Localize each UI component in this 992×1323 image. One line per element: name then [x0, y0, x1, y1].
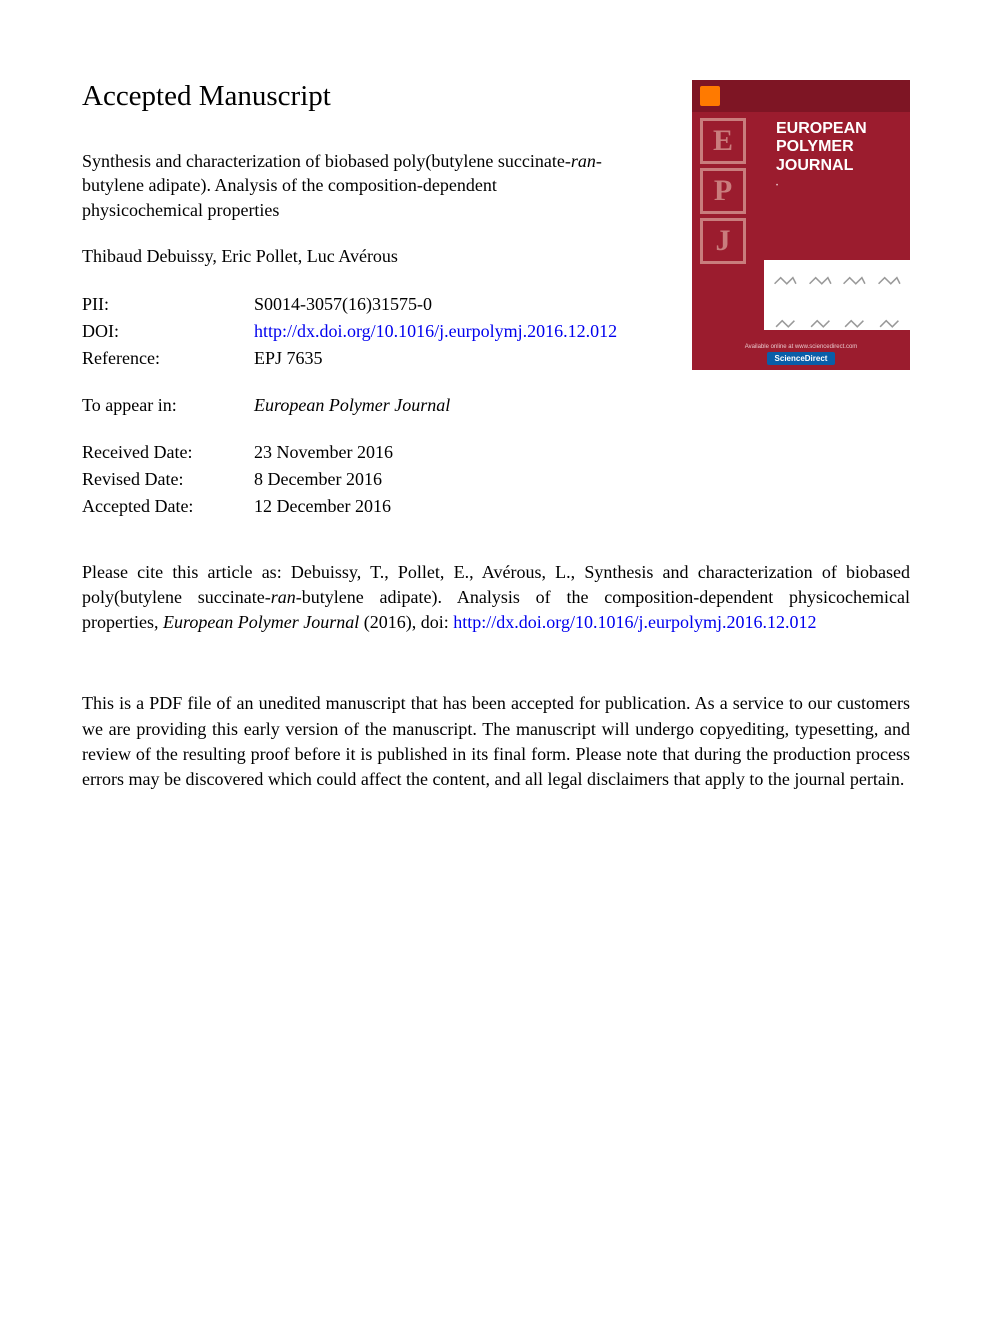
elsevier-icon: [700, 86, 720, 106]
meta-row-pii: PII: S0014-3057(16)31575-0: [82, 291, 660, 318]
cover-subtitle: •: [776, 183, 900, 190]
accepted-value: 12 December 2016: [254, 493, 660, 520]
meta-block-3: Received Date: 23 November 2016 Revised …: [82, 439, 660, 520]
reference-label: Reference:: [82, 345, 254, 372]
cover-mid: E P J EUROPEAN POLYMER JOURNAL •: [692, 112, 910, 268]
received-label: Received Date:: [82, 439, 254, 466]
cover-journal-text: EUROPEAN POLYMER JOURNAL: [776, 120, 867, 174]
citation-doi-link[interactable]: http://dx.doi.org/10.1016/j.eurpolymj.20…: [453, 612, 816, 632]
page-title: Accepted Manuscript: [82, 80, 660, 113]
molecule-icon: [874, 266, 905, 302]
meta-row-received: Received Date: 23 November 2016: [82, 439, 660, 466]
revised-value: 8 December 2016: [254, 466, 660, 493]
molecule-icon: [770, 266, 801, 302]
meta-row-revised: Revised Date: 8 December 2016: [82, 466, 660, 493]
authors: Thibaud Debuissy, Eric Pollet, Luc Avéro…: [82, 246, 660, 267]
journal-cover: E P J EUROPEAN POLYMER JOURNAL •: [692, 80, 910, 370]
cover-letter-j: J: [700, 218, 746, 264]
appear-value: European Polymer Journal: [254, 392, 660, 419]
cover-top-bar: [692, 80, 910, 112]
received-value: 23 November 2016: [254, 439, 660, 466]
title-ital: ran: [571, 151, 596, 171]
cover-letter-p: P: [700, 168, 746, 214]
molecule-icon: [839, 306, 870, 342]
doi-label: DOI:: [82, 318, 254, 345]
molecule-icon: [839, 266, 870, 302]
meta-block-1: PII: S0014-3057(16)31575-0 DOI: http://d…: [82, 291, 660, 372]
molecule-icon: [874, 306, 905, 342]
meta-row-accepted: Accepted Date: 12 December 2016: [82, 493, 660, 520]
pii-label: PII:: [82, 291, 254, 318]
reference-value: EPJ 7635: [254, 345, 660, 372]
cover-epj-letters: E P J: [692, 112, 770, 268]
molecule-icon: [805, 266, 836, 302]
sciencedirect-badge: ScienceDirect: [767, 352, 836, 365]
header-left: Accepted Manuscript Synthesis and charac…: [82, 80, 660, 520]
citation-journal: European Polymer Journal: [163, 612, 359, 632]
accepted-label: Accepted Date:: [82, 493, 254, 520]
citation-year: (2016), doi:: [359, 612, 453, 632]
disclaimer-paragraph: This is a PDF file of an unedited manusc…: [82, 691, 910, 792]
meta-row-doi: DOI: http://dx.doi.org/10.1016/j.eurpoly…: [82, 318, 660, 345]
meta-block-2: To appear in: European Polymer Journal: [82, 392, 660, 419]
article-title: Synthesis and characterization of biobas…: [82, 149, 622, 222]
meta-row-reference: Reference: EPJ 7635: [82, 345, 660, 372]
molecule-icon: [770, 306, 801, 342]
cover-footer: Available online at www.sciencedirect.co…: [692, 338, 910, 370]
citation-paragraph: Please cite this article as: Debuissy, T…: [82, 560, 910, 636]
meta-row-appear: To appear in: European Polymer Journal: [82, 392, 660, 419]
cover-letter-e: E: [700, 118, 746, 164]
doi-link[interactable]: http://dx.doi.org/10.1016/j.eurpolymj.20…: [254, 321, 617, 341]
cover-journal-name: EUROPEAN POLYMER JOURNAL •: [770, 112, 910, 268]
header-row: Accepted Manuscript Synthesis and charac…: [82, 80, 910, 520]
cover-white-panel: [764, 260, 910, 330]
accepted-manuscript-page: Accepted Manuscript Synthesis and charac…: [0, 0, 992, 1323]
citation-ital1: ran: [271, 587, 296, 607]
molecule-icon: [805, 306, 836, 342]
pii-value: S0014-3057(16)31575-0: [254, 291, 660, 318]
appear-label: To appear in:: [82, 392, 254, 419]
revised-label: Revised Date:: [82, 466, 254, 493]
title-pre: Synthesis and characterization of biobas…: [82, 151, 571, 171]
cover-footer-line: Available online at www.sciencedirect.co…: [745, 344, 858, 350]
doi-value: http://dx.doi.org/10.1016/j.eurpolymj.20…: [254, 318, 660, 345]
